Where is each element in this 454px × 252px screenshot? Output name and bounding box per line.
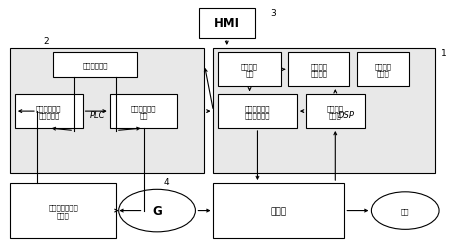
Text: 3: 3 — [270, 9, 276, 18]
Text: 1: 1 — [441, 49, 446, 58]
Bar — [288, 53, 349, 87]
Bar — [15, 95, 83, 129]
Text: 2: 2 — [44, 37, 49, 46]
Text: 温度、压力信
号采集模块: 温度、压力信 号采集模块 — [36, 105, 62, 119]
Bar — [306, 95, 365, 129]
Text: 4: 4 — [163, 178, 169, 186]
Bar — [213, 183, 344, 238]
Circle shape — [118, 190, 195, 232]
Bar — [10, 49, 204, 173]
Bar — [218, 95, 297, 129]
Text: G: G — [152, 204, 162, 217]
Bar — [198, 9, 255, 39]
Text: PLC: PLC — [90, 110, 105, 119]
Circle shape — [371, 192, 439, 229]
Text: 变流器: 变流器 — [271, 206, 287, 215]
Text: 电信号采
集电路: 电信号采 集电路 — [327, 105, 344, 119]
Text: 泵、阀门控制
模块: 泵、阀门控制 模块 — [131, 105, 156, 119]
Text: HMI: HMI — [214, 17, 240, 30]
Bar — [10, 183, 116, 238]
Text: 液位闭环模块: 液位闭环模块 — [82, 62, 108, 69]
Text: 网侧、机侧变
流器控制模块: 网侧、机侧变 流器控制模块 — [245, 105, 270, 119]
Text: 电网: 电网 — [401, 207, 410, 214]
Text: DSP: DSP — [338, 110, 355, 119]
Text: 最大功率
捕捉模块: 最大功率 捕捉模块 — [311, 63, 327, 77]
Bar — [110, 95, 178, 129]
Text: 低电压穿
越模块: 低电压穿 越模块 — [375, 63, 391, 77]
Bar — [218, 53, 281, 87]
Bar — [357, 53, 409, 87]
Text: 时序控制
模块: 时序控制 模块 — [241, 63, 258, 77]
Bar — [213, 49, 434, 173]
Text: 有机工质朗肯循
环装置: 有机工质朗肯循 环装置 — [49, 204, 78, 218]
Bar — [53, 53, 137, 78]
